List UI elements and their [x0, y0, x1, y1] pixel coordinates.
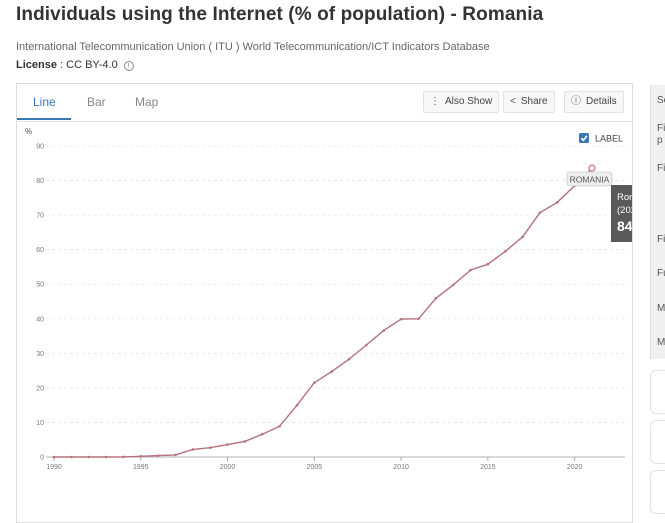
tooltip-country: Romania: [617, 192, 632, 203]
data-point[interactable]: [469, 268, 472, 272]
tab-map[interactable]: Map: [135, 95, 159, 109]
data-point[interactable]: [122, 455, 125, 459]
data-point[interactable]: [243, 440, 247, 443]
data-point[interactable]: [313, 381, 316, 385]
data-point[interactable]: [191, 448, 195, 451]
side-panel: [650, 85, 665, 359]
details-button[interactable]: ⓘ Details: [564, 91, 624, 113]
active-tab-indicator: [17, 118, 71, 120]
y-tick-label: 60: [36, 247, 44, 254]
data-point[interactable]: [295, 403, 299, 407]
tooltip-year: (2021): [617, 205, 632, 216]
x-tick-label: 1995: [133, 464, 149, 471]
data-point[interactable]: [538, 211, 542, 214]
data-point[interactable]: [104, 455, 108, 459]
tab-bar[interactable]: Bar: [87, 95, 106, 109]
data-point[interactable]: [278, 424, 281, 428]
tooltip-value: 84: [617, 218, 632, 234]
y-tick-label: 80: [36, 178, 44, 185]
data-point[interactable]: [347, 357, 351, 361]
side-item-label: p: [657, 135, 663, 146]
side-item-label[interactable]: Fi: [657, 234, 665, 245]
share-label: Share: [520, 96, 548, 107]
license-label: License: [16, 59, 57, 71]
also-show-button[interactable]: ⋮ Also Show: [423, 91, 500, 113]
data-point[interactable]: [156, 454, 160, 457]
data-point[interactable]: [87, 455, 91, 459]
share-icon: <: [510, 96, 516, 107]
series-end-label: ROMANIA: [566, 171, 613, 187]
series-end-label-text: ROMANIA: [570, 175, 610, 185]
side-item-label[interactable]: Fi: [657, 123, 665, 134]
x-tick-label: 1990: [46, 464, 62, 471]
side-item-label[interactable]: Se: [657, 95, 665, 106]
x-tick-label: 2010: [393, 464, 409, 471]
data-point[interactable]: [174, 453, 177, 457]
more-vertical-icon: ⋮: [430, 96, 440, 107]
side-item-label[interactable]: Fi: [657, 163, 665, 174]
data-point[interactable]: [399, 317, 403, 321]
data-point[interactable]: [382, 329, 386, 332]
also-show-label: Also Show: [445, 96, 493, 107]
data-point[interactable]: [330, 370, 333, 373]
y-tick-label: 10: [36, 420, 44, 427]
x-tick-label: 2000: [220, 464, 236, 471]
side-item-label[interactable]: M: [657, 303, 665, 314]
side-card[interactable]: [650, 420, 665, 464]
tab-line[interactable]: Line: [33, 95, 56, 109]
data-point[interactable]: [139, 455, 143, 458]
y-axis-label: %: [25, 127, 32, 136]
check-icon: [580, 135, 588, 142]
x-tick-label: 2015: [480, 464, 496, 471]
chart-panel: Line Bar Map ⋮ Also Show < Share ⓘ Details …: [16, 83, 633, 523]
data-point[interactable]: [451, 283, 455, 287]
label-toggle-text: LABEL: [595, 134, 623, 144]
line-chart: % LABEL 0 10 20 30 40 50 60 70 80 90 1990 1995 2000…: [25, 127, 632, 471]
side-card[interactable]: [650, 470, 665, 514]
data-point[interactable]: [52, 455, 56, 459]
data-point[interactable]: [503, 250, 507, 253]
data-point[interactable]: [521, 235, 524, 239]
info-icon[interactable]: i: [123, 61, 134, 71]
y-tick-label: 40: [36, 316, 44, 323]
series-line-romania[interactable]: [54, 167, 593, 458]
y-tick-label: 20: [36, 385, 44, 392]
y-tick-label: 0: [40, 455, 44, 462]
details-label: Details: [586, 96, 617, 107]
data-point[interactable]: [70, 455, 73, 459]
data-point[interactable]: [226, 443, 229, 446]
y-tick-label: 30: [36, 351, 44, 358]
side-item-label[interactable]: Fu: [657, 268, 665, 279]
x-tick-label: 2005: [307, 464, 323, 471]
page-title: Individuals using the Internet (% of pop…: [16, 4, 544, 25]
label-checkbox[interactable]: [579, 133, 589, 143]
license-value: : CC BY-4.0: [56, 59, 118, 71]
y-tick-label: 50: [36, 282, 44, 289]
source-text: International Telecommunication Union ( …: [16, 41, 490, 53]
data-point[interactable]: [486, 262, 490, 266]
side-item-label[interactable]: M: [657, 337, 665, 348]
y-tick-label: 90: [36, 144, 44, 151]
side-card[interactable]: [650, 370, 665, 414]
data-point[interactable]: [434, 297, 438, 300]
tooltip: Romania (2021) 84: [611, 185, 632, 242]
data-point[interactable]: [555, 201, 559, 204]
hovered-point[interactable]: [588, 164, 596, 172]
data-point[interactable]: [365, 343, 368, 347]
x-tick-label: 2020: [567, 464, 583, 471]
share-button[interactable]: < Share: [503, 91, 555, 113]
view-tabs: Line Bar Map ⋮ Also Show < Share ⓘ Details: [17, 84, 632, 122]
y-tick-label: 70: [36, 213, 44, 220]
details-info-icon: ⓘ: [571, 96, 581, 107]
label-toggle[interactable]: LABEL: [579, 133, 623, 144]
data-point[interactable]: [417, 317, 420, 321]
data-point[interactable]: [208, 446, 212, 449]
license: License : CC BY-4.0 i: [16, 59, 134, 71]
data-point[interactable]: [260, 432, 264, 436]
